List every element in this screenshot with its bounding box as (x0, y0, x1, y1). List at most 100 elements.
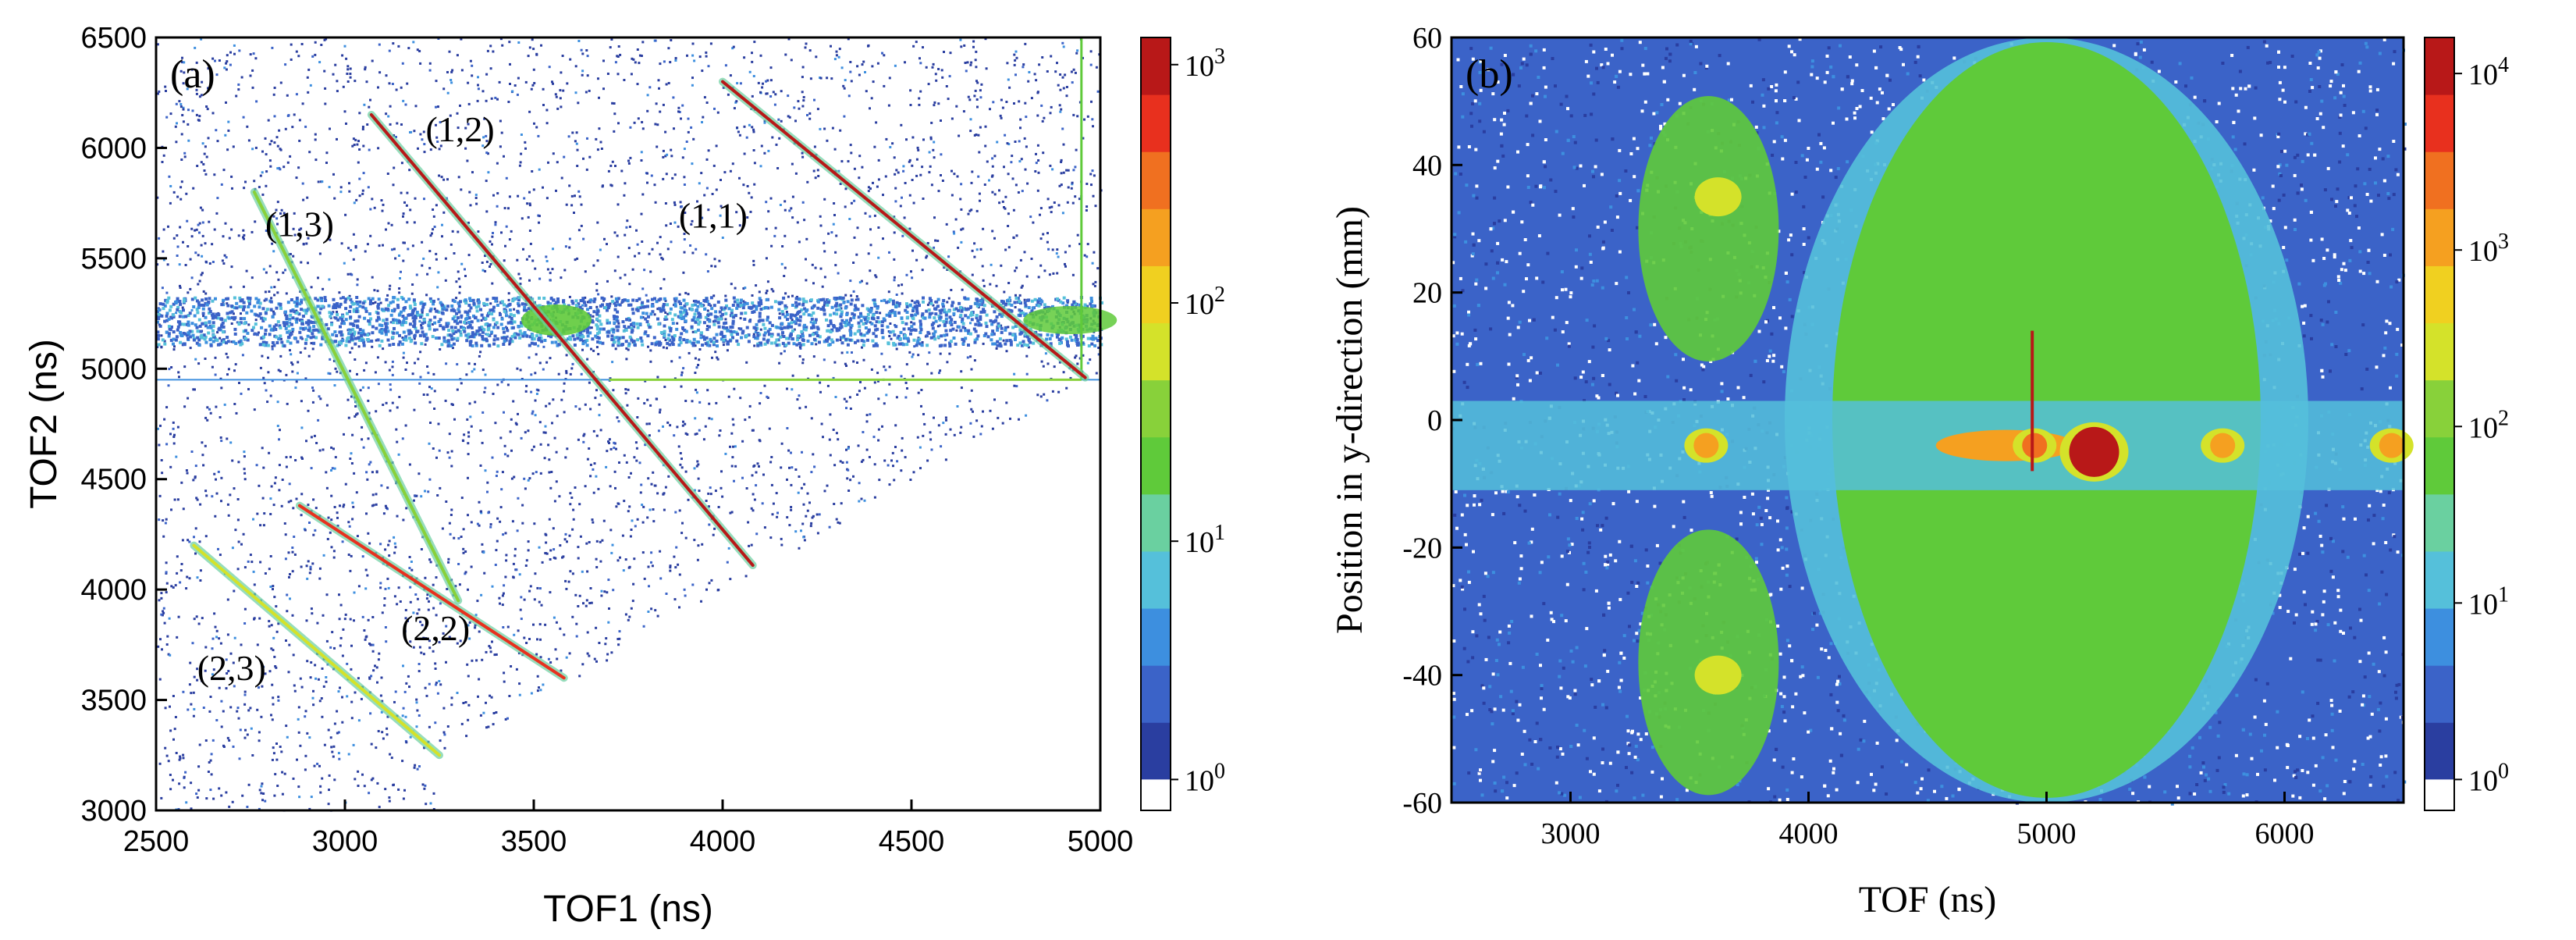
count-dot (271, 758, 274, 761)
count-dot (911, 179, 914, 181)
count-dot (851, 351, 853, 354)
count-dot (1066, 201, 1069, 204)
count-dot (403, 241, 406, 244)
count-dot (329, 736, 332, 739)
count-dot (780, 537, 783, 540)
count-dot (424, 784, 427, 787)
band-dot (204, 301, 208, 305)
count-dot (352, 137, 355, 141)
count-dot (550, 471, 553, 473)
count-dot (634, 441, 638, 444)
count-dot (1047, 247, 1050, 251)
count-dot (895, 396, 898, 399)
count-dot (535, 126, 538, 129)
count-dot (240, 312, 242, 315)
band-dot (446, 333, 450, 337)
count-dot (169, 653, 172, 657)
count-dot (249, 74, 252, 77)
count-dot (158, 237, 161, 240)
count-dot (435, 252, 438, 255)
count-dot (377, 383, 380, 386)
count-dot (894, 200, 897, 203)
count-dot (823, 304, 826, 307)
count-dot (470, 521, 473, 524)
count-dot (380, 484, 383, 487)
count-dot (858, 390, 861, 393)
count-dot (499, 506, 503, 509)
count-dot (451, 69, 454, 72)
count-dot (158, 494, 162, 497)
count-dot (554, 557, 557, 560)
count-dot (734, 287, 737, 290)
band-dot (950, 304, 954, 308)
count-dot (837, 272, 840, 275)
count-dot (905, 363, 908, 366)
count-dot (1039, 264, 1043, 267)
band-dot (880, 328, 884, 332)
count-dot (945, 223, 948, 226)
count-dot (717, 506, 720, 508)
count-dot (165, 90, 167, 92)
count-dot (961, 227, 965, 230)
count-dot (790, 506, 793, 508)
count-dot (716, 111, 720, 114)
count-dot (936, 325, 940, 328)
count-dot (734, 101, 737, 104)
count-dot (862, 60, 865, 63)
count-dot (346, 65, 350, 68)
count-dot (376, 290, 379, 293)
count-dot (310, 796, 313, 799)
band-dot (282, 324, 286, 327)
count-dot (743, 125, 746, 128)
count-dot (686, 433, 689, 436)
band-dot (242, 329, 246, 333)
count-dot (250, 561, 254, 564)
count-dot (281, 479, 284, 481)
count-dot (376, 356, 379, 359)
count-dot (648, 252, 651, 255)
count-dot (660, 256, 663, 259)
band-dot (909, 329, 913, 332)
count-dot (1061, 212, 1064, 215)
count-dot (589, 463, 592, 466)
band-dot (654, 343, 658, 347)
count-dot (481, 269, 485, 272)
count-dot (599, 429, 602, 432)
count-dot (950, 194, 954, 197)
count-dot (182, 106, 185, 109)
count-dot (352, 743, 355, 746)
count-dot (195, 792, 198, 796)
band-dot (250, 329, 254, 333)
band-dot (457, 316, 460, 319)
count-dot (500, 131, 503, 134)
band-dot (341, 339, 345, 342)
count-dot (425, 637, 428, 640)
count-dot (388, 369, 391, 372)
count-dot (436, 494, 439, 497)
band-dot (789, 315, 793, 319)
count-dot (467, 102, 471, 105)
count-dot (397, 586, 400, 589)
count-dot (867, 44, 870, 47)
band-dot (1094, 336, 1098, 340)
count-dot (220, 440, 223, 443)
count-dot (888, 383, 891, 386)
count-dot (516, 529, 519, 532)
count-dot (573, 212, 575, 214)
count-dot (729, 578, 732, 581)
band-dot (226, 340, 230, 344)
band-dot (502, 326, 506, 330)
count-dot (507, 207, 510, 210)
band-dot (418, 333, 422, 337)
count-dot (314, 507, 318, 510)
count-dot (661, 258, 664, 261)
count-dot (369, 98, 371, 101)
count-dot (1021, 284, 1024, 287)
count-dot (407, 247, 410, 251)
count-dot (835, 432, 838, 435)
count-dot (582, 157, 584, 160)
band-dot (197, 318, 201, 322)
count-dot (805, 237, 808, 240)
band-dot (856, 297, 860, 301)
count-dot (416, 597, 419, 600)
